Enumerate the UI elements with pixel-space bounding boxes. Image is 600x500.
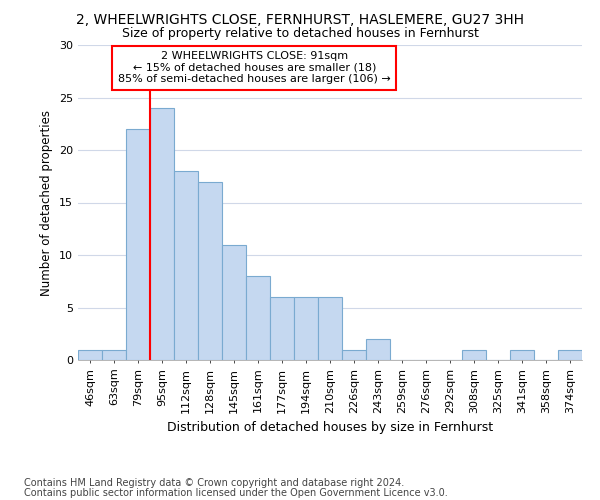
Bar	[510, 350, 534, 360]
Y-axis label: Number of detached properties: Number of detached properties	[40, 110, 53, 296]
Text: Contains HM Land Registry data © Crown copyright and database right 2024.: Contains HM Land Registry data © Crown c…	[24, 478, 404, 488]
Bar	[126, 129, 150, 360]
Bar	[318, 297, 342, 360]
Bar	[342, 350, 366, 360]
Bar	[78, 350, 102, 360]
Bar	[294, 297, 318, 360]
Bar	[198, 182, 222, 360]
Text: Size of property relative to detached houses in Fernhurst: Size of property relative to detached ho…	[122, 28, 478, 40]
Text: 2 WHEELWRIGHTS CLOSE: 91sqm
← 15% of detached houses are smaller (18)
85% of sem: 2 WHEELWRIGHTS CLOSE: 91sqm ← 15% of det…	[118, 52, 391, 84]
Text: Contains public sector information licensed under the Open Government Licence v3: Contains public sector information licen…	[24, 488, 448, 498]
Bar	[366, 339, 390, 360]
Bar	[150, 108, 174, 360]
Bar	[102, 350, 126, 360]
Bar	[462, 350, 486, 360]
Bar	[174, 171, 198, 360]
Bar	[246, 276, 270, 360]
X-axis label: Distribution of detached houses by size in Fernhurst: Distribution of detached houses by size …	[167, 421, 493, 434]
Text: 2, WHEELWRIGHTS CLOSE, FERNHURST, HASLEMERE, GU27 3HH: 2, WHEELWRIGHTS CLOSE, FERNHURST, HASLEM…	[76, 12, 524, 26]
Bar	[270, 297, 294, 360]
Bar	[558, 350, 582, 360]
Bar	[222, 244, 246, 360]
